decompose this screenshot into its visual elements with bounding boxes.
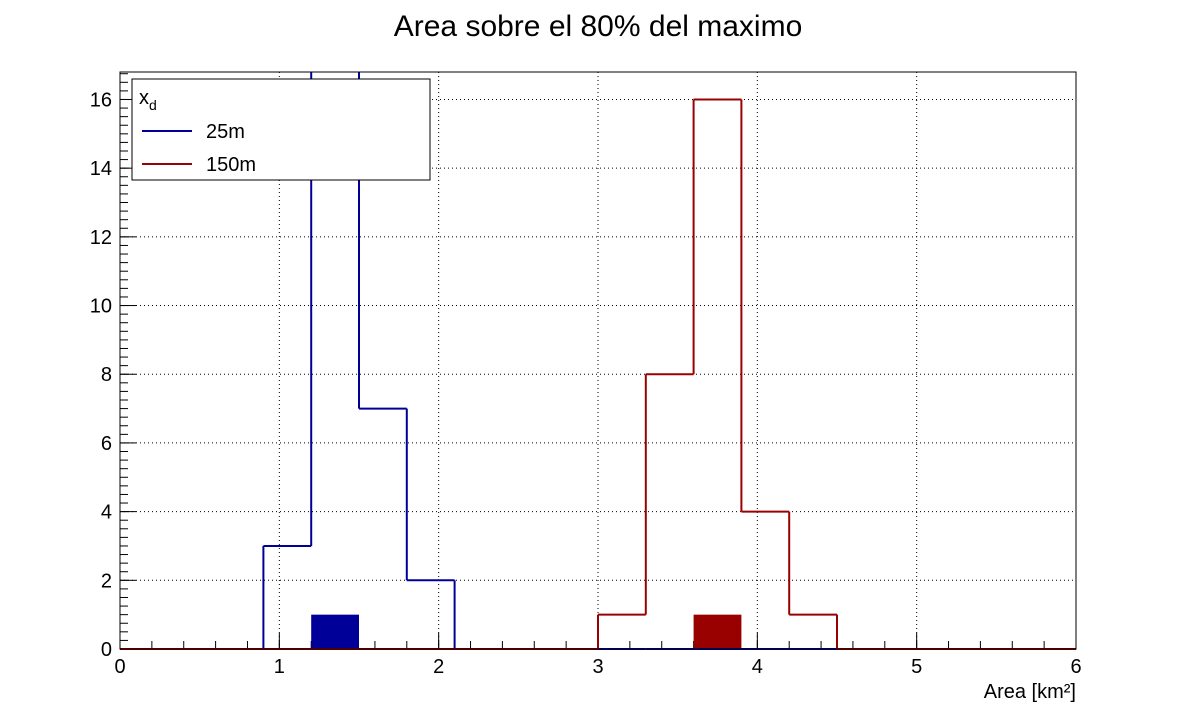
x-tick-label: 4	[752, 656, 763, 678]
x-tick-label: 5	[911, 656, 922, 678]
x-tick-label: 1	[274, 656, 285, 678]
legend-title-sub: d	[149, 97, 157, 113]
legend-title-main: x	[139, 87, 149, 109]
x-axis-label: Area [km²]	[984, 681, 1076, 703]
x-tick-label: 2	[433, 656, 444, 678]
plot-frame	[119, 71, 1077, 650]
y-tick-label: 0	[101, 639, 112, 661]
marker-box	[693, 614, 742, 649]
x-tick-label: 3	[592, 656, 603, 678]
legend-label: 25m	[206, 121, 245, 143]
x-tick-label: 0	[114, 656, 125, 678]
y-tick-label: 16	[90, 89, 112, 111]
marker-box	[311, 614, 359, 649]
chart-title: Area sobre el 80% del maximo	[394, 10, 803, 43]
y-tick-label: 4	[101, 502, 112, 524]
legend-box	[131, 78, 431, 181]
x-tick-label: 6	[1070, 656, 1081, 678]
y-tick-label: 6	[101, 433, 112, 455]
y-tick-label: 8	[101, 364, 112, 386]
y-tick-label: 12	[90, 227, 112, 249]
legend-label: 150m	[206, 154, 256, 176]
legend-title: xd	[139, 87, 157, 113]
y-tick-label: 2	[101, 570, 112, 592]
y-tick-label: 10	[90, 296, 112, 318]
y-tick-label: 14	[90, 158, 112, 180]
